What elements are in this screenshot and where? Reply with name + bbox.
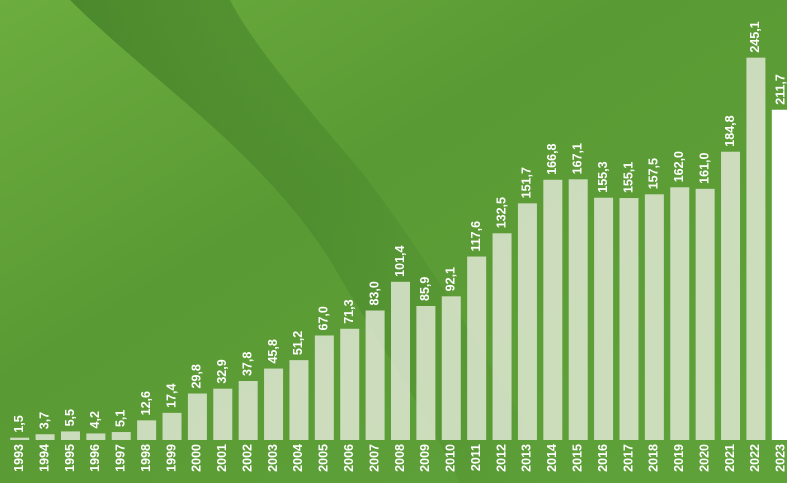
bar [467,256,487,440]
value-label: 1,5 [12,415,26,432]
bar [60,431,80,440]
x-tick-label: 2007 [367,444,381,472]
x-tick-label: 1998 [139,444,153,472]
value-label: 117,6 [469,221,483,252]
x-tick-label: 1997 [114,444,128,472]
x-tick-label: 1996 [88,444,102,472]
x-tick-label: 2001 [215,444,229,472]
bar [594,197,614,440]
x-tick-label: 2010 [444,444,458,472]
x-tick-label: 2022 [748,444,762,472]
value-label: 51,2 [291,331,305,355]
x-tick-label: 2013 [520,444,534,472]
x-tick-label: 2005 [317,444,331,472]
bar [771,109,787,441]
bar [162,412,182,440]
value-label: 211,7 [774,74,787,105]
bar [137,420,157,440]
value-label: 184,8 [723,115,737,146]
x-tick-label: 2018 [647,444,661,472]
value-label: 45,8 [266,339,280,363]
value-label: 83,0 [367,281,381,305]
bar [416,305,436,440]
x-tick-label: 2014 [545,444,559,472]
value-label: 17,4 [164,383,178,407]
value-label: 5,5 [63,409,77,426]
bar [721,151,741,440]
value-label: 29,8 [190,364,204,388]
x-tick-label: 2009 [418,444,432,472]
x-tick-label: 2011 [469,444,483,471]
x-tick-label: 2016 [596,444,610,472]
x-tick-label: 2023 [774,444,787,472]
bar [568,179,588,440]
x-tick-label: 2017 [621,444,635,472]
value-label: 162,0 [672,151,686,182]
x-tick-label: 1999 [164,444,178,472]
value-label: 161,0 [697,153,711,184]
value-label: 71,3 [342,299,356,323]
x-tick-label: 2004 [291,444,305,472]
value-label: 85,9 [418,277,432,301]
value-label: 92,1 [444,267,458,291]
x-tick-label: 1995 [63,444,77,472]
value-label: 167,1 [571,143,585,174]
value-label: 5,1 [114,410,128,427]
value-label: 155,3 [596,161,610,192]
bar [10,437,30,440]
bar [619,198,639,440]
x-tick-label: 2008 [393,444,407,472]
bar [111,432,131,440]
value-label: 32,9 [215,359,229,383]
bar [695,188,715,440]
x-tick-label: 2000 [190,444,204,472]
bar [543,179,563,441]
value-label: 132,5 [494,197,508,228]
bar [746,57,766,440]
x-tick-label: 2012 [494,444,508,472]
bar [517,203,537,440]
x-tick-label: 1993 [12,444,26,472]
x-tick-label: 2020 [697,444,711,472]
value-label: 151,7 [520,167,534,198]
bar [238,381,258,440]
x-tick-label: 2021 [723,444,737,472]
bar [314,335,334,440]
value-label: 245,1 [748,21,762,52]
bar [365,310,385,440]
bar [441,296,461,440]
value-label: 12,6 [139,391,153,415]
bar [492,233,512,440]
bar [644,194,664,440]
bar [187,393,207,440]
x-tick-label: 2006 [342,444,356,472]
bar [670,187,690,440]
value-label: 3,7 [37,412,51,429]
bar [391,281,410,440]
x-tick-label: 2002 [240,444,254,472]
x-tick-label: 2019 [672,444,686,472]
bar [35,434,55,440]
value-label: 166,8 [545,143,559,174]
bar [264,368,284,440]
value-label: 67,0 [317,306,331,330]
value-label: 4,2 [88,411,102,428]
background-path [70,0,560,483]
bar [86,433,106,440]
bar [213,388,233,440]
x-tick-label: 1994 [37,444,51,472]
value-label: 101,4 [393,245,407,276]
x-tick-label: 2003 [266,444,280,472]
x-tick-label: 2015 [571,444,585,472]
value-label: 157,5 [647,158,661,189]
value-label: 155,1 [621,162,635,193]
bar [340,328,360,440]
value-label: 37,8 [240,352,254,376]
bar [289,360,309,440]
